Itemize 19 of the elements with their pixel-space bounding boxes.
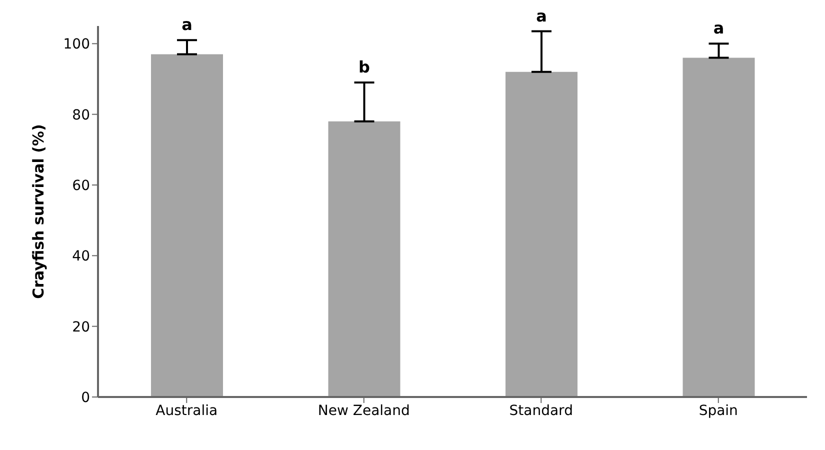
y-tick-label: 60: [72, 178, 90, 194]
x-tick-label: Australia: [156, 402, 218, 419]
annotation: a: [713, 18, 724, 38]
x-tick-label: Standard: [509, 402, 573, 419]
y-axis-title: Crayfish survival (%): [29, 124, 48, 299]
x-tick-label: Spain: [698, 402, 738, 419]
y-tick-label: 80: [72, 107, 90, 124]
y-tick-label: 40: [72, 248, 90, 265]
bar: [682, 58, 755, 397]
x-tick-label: New Zealand: [318, 402, 410, 419]
y-tick-label: 100: [63, 36, 90, 53]
text: a: [536, 6, 547, 26]
y-tick-label: 0: [81, 390, 90, 406]
annotation: b: [358, 58, 370, 77]
bar: [506, 72, 578, 397]
bar: [151, 54, 223, 397]
y-tick-label: 20: [72, 319, 90, 336]
bar: [328, 121, 400, 397]
annotation: a: [182, 15, 192, 34]
